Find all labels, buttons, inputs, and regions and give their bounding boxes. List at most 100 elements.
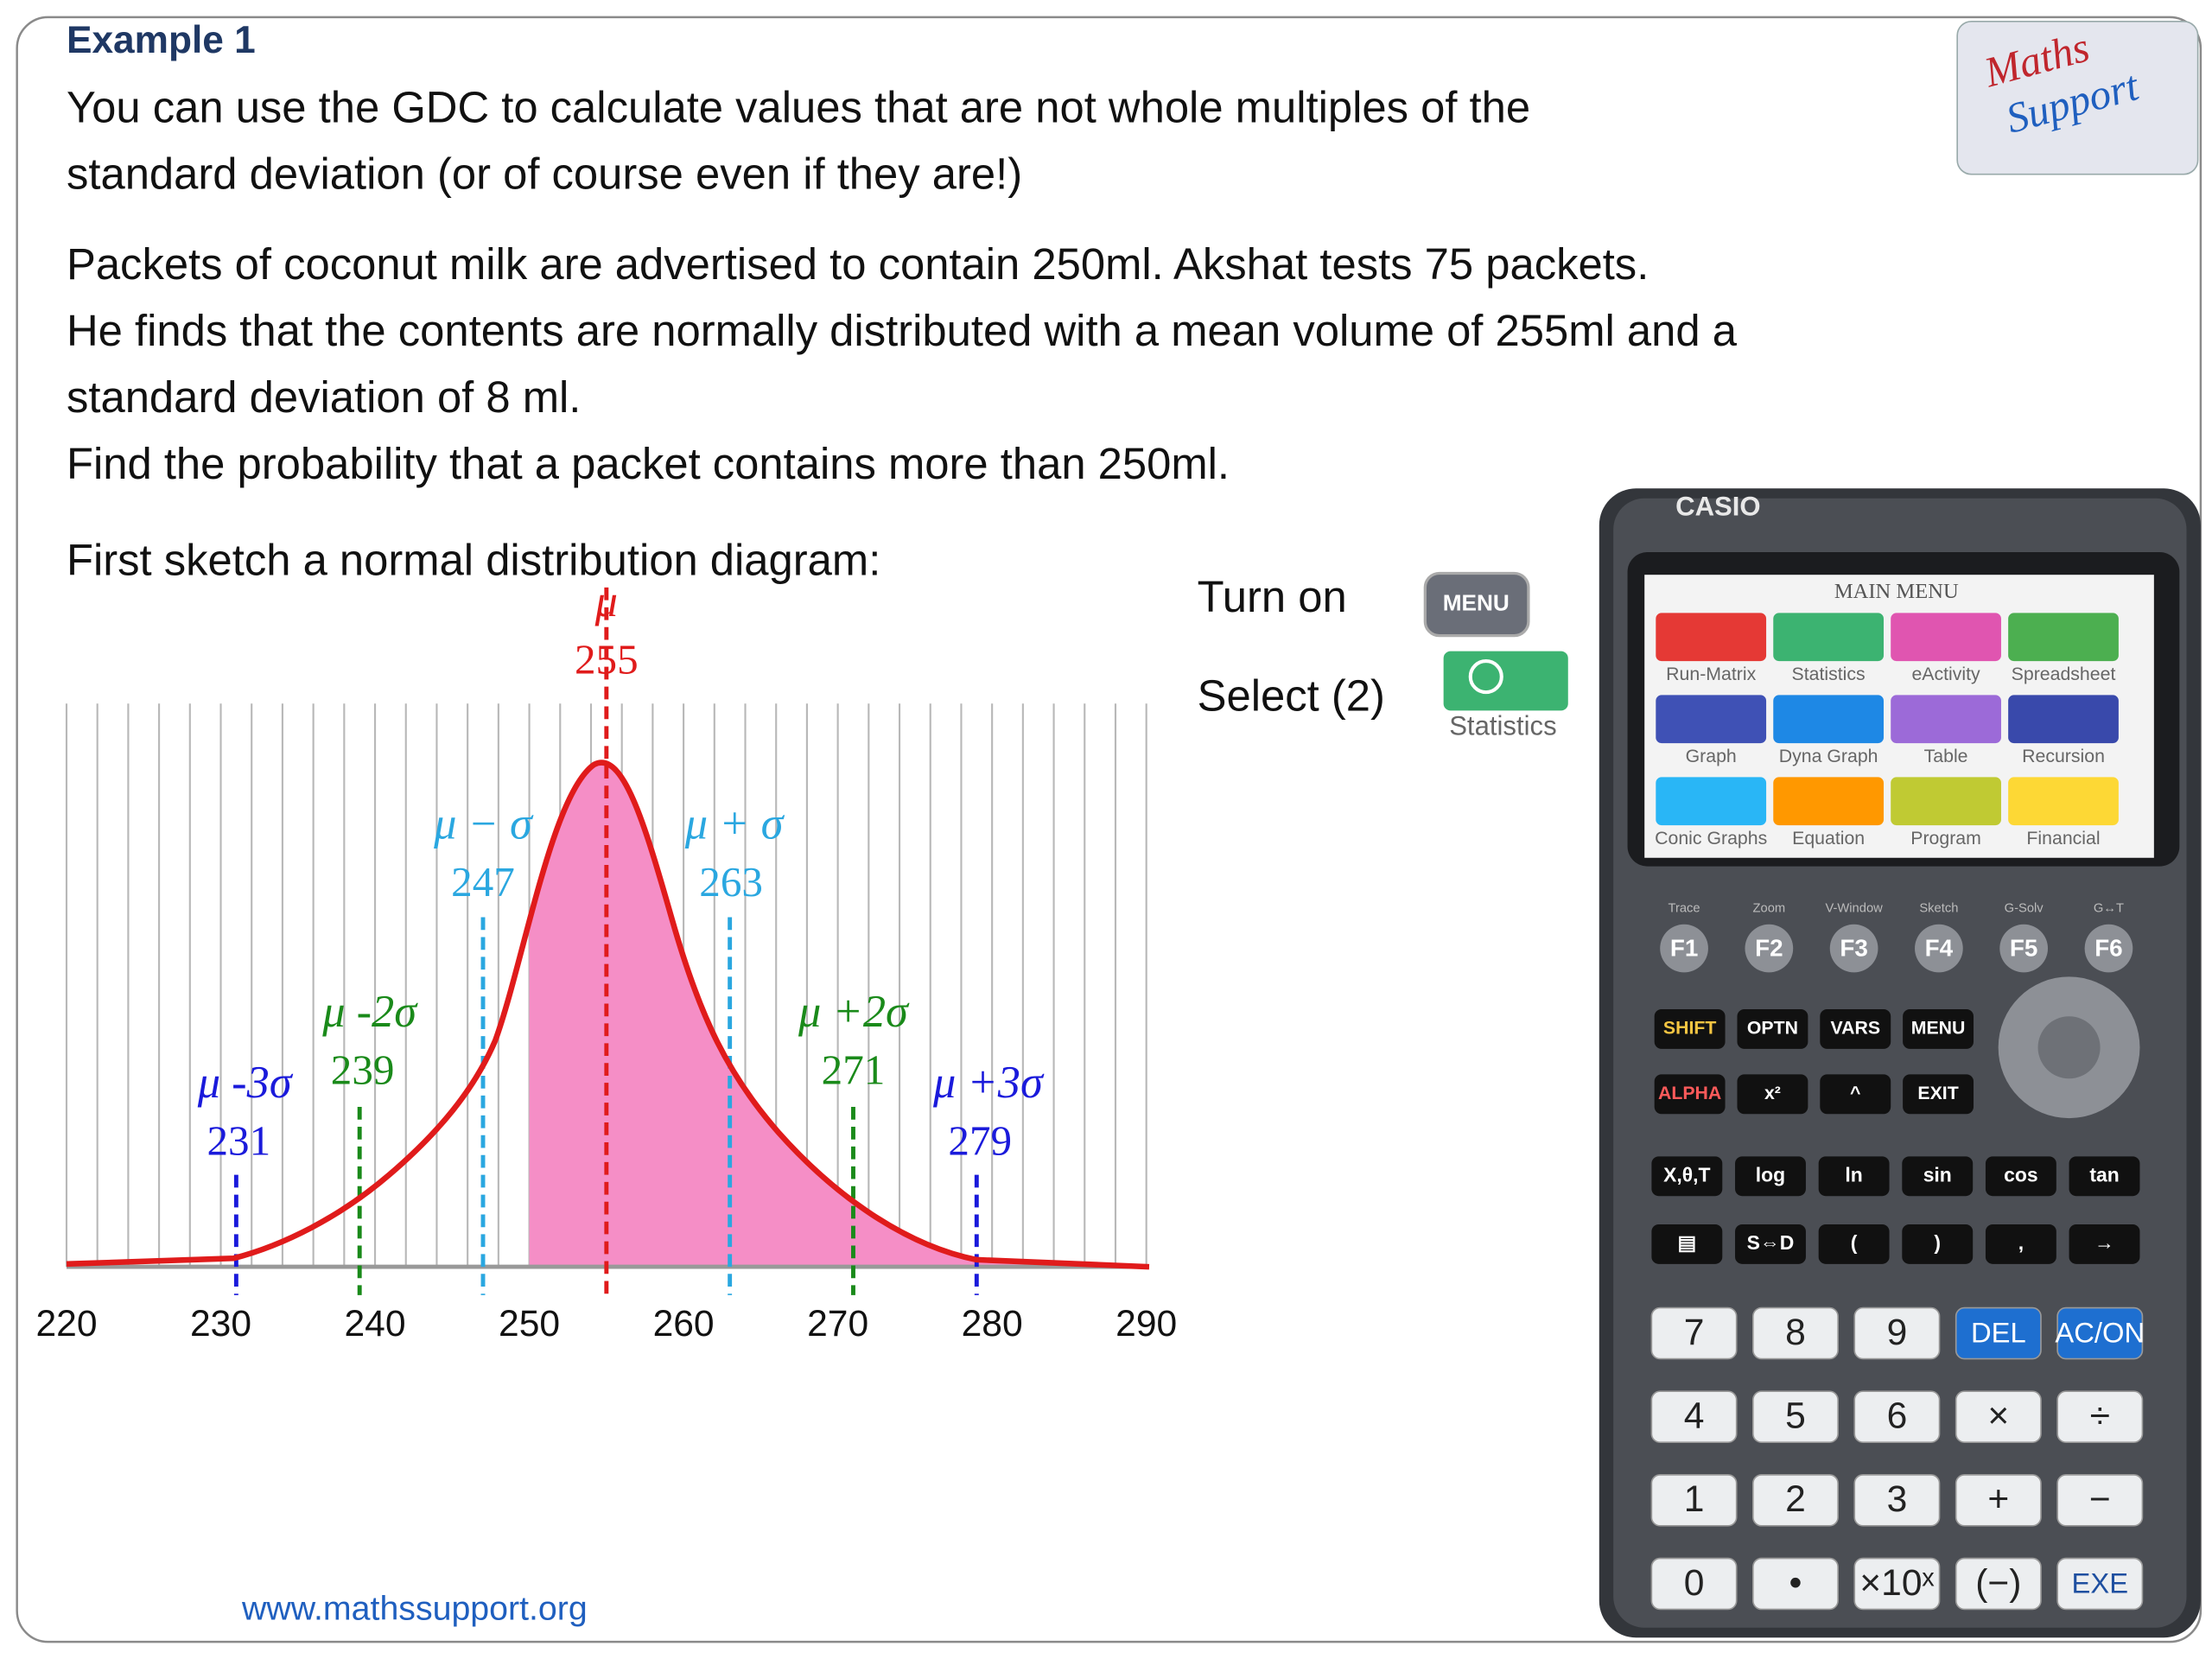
problem-line: Packets of coconut milk are advertised t… (67, 239, 1649, 289)
key-label: DEL (1971, 1316, 2026, 1348)
x-tick-label: 240 (345, 1303, 406, 1344)
key (1752, 1557, 1839, 1611)
brand: CASIO (1675, 491, 1761, 521)
key (1735, 1224, 1806, 1264)
key (1651, 1224, 1723, 1264)
key (1820, 1074, 1891, 1115)
key-label: 7 (1684, 1312, 1705, 1353)
key (2069, 1156, 2140, 1197)
marker-label: μ -2σ (321, 987, 418, 1037)
statistics-label: Statistics (1449, 710, 1556, 741)
key (1735, 1156, 1806, 1197)
statistics-icon (1443, 651, 1568, 711)
key-label: − (2089, 1478, 2111, 1520)
key (1650, 1306, 1738, 1360)
key-label: AC/ON (2055, 1316, 2145, 1348)
key (1903, 1009, 1974, 1049)
logo-box (1956, 20, 2199, 175)
f-key-label: F3 (1840, 935, 1867, 962)
app-icon (1773, 695, 1885, 744)
key-label: × (1987, 1395, 2009, 1437)
key (1955, 1557, 2042, 1611)
x-tick-label: 220 (35, 1303, 97, 1344)
app-icon (1656, 777, 1767, 826)
key-label: 3 (1887, 1478, 1908, 1520)
marker-label: μ -3σ (197, 1058, 294, 1108)
app-label: Spreadsheet (2012, 664, 2116, 684)
key (1654, 1009, 1726, 1049)
key (1737, 1009, 1808, 1049)
marker-value: 271 (822, 1046, 886, 1094)
key-label: VARS (1830, 1018, 1880, 1039)
key-label: ^ (1850, 1083, 1860, 1103)
key (1650, 1390, 1738, 1444)
key (1651, 1156, 1723, 1197)
key (2069, 1224, 2140, 1264)
key (1818, 1224, 1890, 1264)
key (1752, 1390, 1839, 1444)
marker-value: 263 (699, 858, 763, 906)
calculator: CASIO MAIN MENU Run-Matrix Statistics eActiv… (1599, 488, 2201, 1638)
f-key-label: F4 (1925, 935, 1954, 962)
app-label: Conic Graphs (1655, 828, 1767, 849)
dpad-center (2037, 1016, 2101, 1079)
key (1903, 1074, 1974, 1115)
menu-key (1423, 571, 1530, 638)
marker-label: μ (594, 576, 618, 626)
app-label: Recursion (2022, 746, 2105, 766)
x-tick-label: 250 (499, 1303, 560, 1344)
key-label: cos (2004, 1163, 2038, 1185)
app-label: eActivity (1911, 664, 1980, 684)
key-label: ) (1934, 1231, 1941, 1254)
app-icon (1891, 695, 2001, 744)
app-icon (1891, 613, 2001, 662)
key-label: 8 (1785, 1312, 1806, 1353)
f-key (2084, 924, 2133, 973)
key-label: ( (1851, 1231, 1858, 1254)
app-icon (1773, 777, 1885, 826)
app-icon (1656, 613, 1767, 662)
x-tick-label: 270 (807, 1303, 868, 1344)
marker-value: 231 (207, 1117, 270, 1165)
key (1985, 1224, 2056, 1264)
step-text: Turn on (1198, 572, 1347, 621)
app-label: Financial (2026, 828, 2100, 849)
app-label: Statistics (1792, 664, 1866, 684)
key-label: ÷ (2090, 1395, 2110, 1437)
key-label: 4 (1684, 1395, 1705, 1437)
f-key (1829, 924, 1878, 973)
f-label: Sketch (1919, 902, 1958, 916)
f-label: V-Window (1825, 902, 1883, 916)
key-label: , (2018, 1231, 2024, 1254)
x-tick-label: 280 (962, 1303, 1023, 1344)
app-label: Equation (1792, 828, 1865, 849)
key (1955, 1306, 2042, 1360)
key (1752, 1474, 1839, 1527)
key-label: ▤ (1678, 1231, 1697, 1254)
f-label: G↔T (2094, 902, 2124, 916)
app-label: Run-Matrix (1666, 664, 1756, 684)
title: Example 1 (67, 19, 256, 61)
key-label: (−) (1975, 1562, 2021, 1604)
app-icon (2008, 613, 2119, 662)
key-label: x² (1764, 1083, 1781, 1103)
marker-value: 279 (948, 1117, 1012, 1165)
key (1902, 1156, 1974, 1197)
markers: μ -3σ 231 μ -2σ 239 μ − σ 247 μ 255 μ + σ 263 μ +2… (197, 576, 1045, 1295)
key-label: ALPHA (1658, 1083, 1721, 1103)
key (1853, 1390, 1941, 1444)
key-label: ×10ˣ (1859, 1562, 1934, 1604)
key-label: • (1789, 1562, 1802, 1604)
f-key-label: F2 (1755, 935, 1783, 962)
marker-label: μ + σ (684, 798, 785, 849)
intro-line: standard deviation (or of course even if… (67, 149, 1022, 198)
key (1853, 1306, 1941, 1360)
icon-glyph (1468, 659, 1503, 695)
x-tick-label: 290 (1116, 1303, 1177, 1344)
app-label: Dyna Graph (1779, 746, 1878, 766)
menu-key-label: MENU (1443, 589, 1510, 615)
problem-line: He finds that the contents are normally … (67, 306, 1738, 355)
key-label: X,θ,T (1663, 1163, 1710, 1185)
